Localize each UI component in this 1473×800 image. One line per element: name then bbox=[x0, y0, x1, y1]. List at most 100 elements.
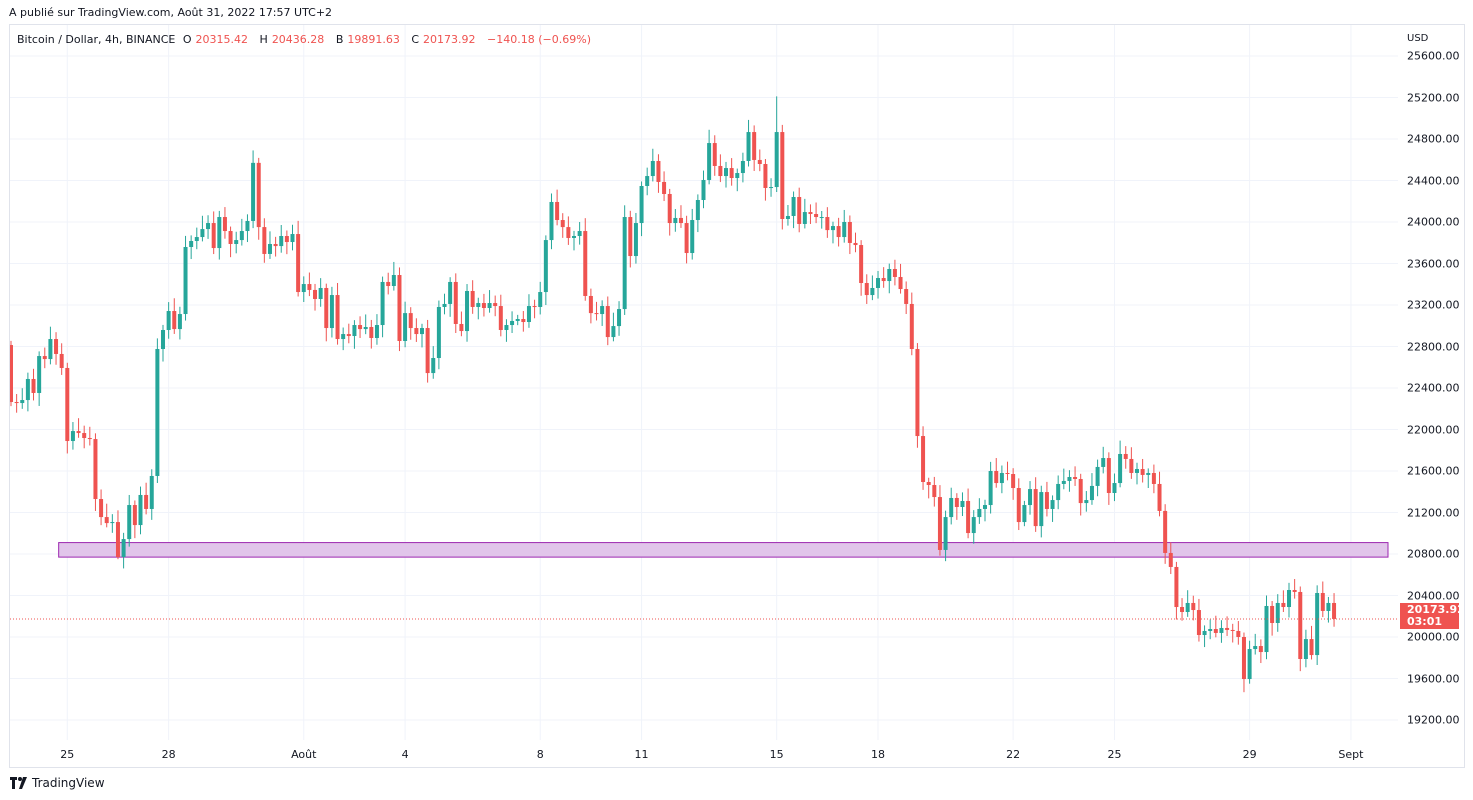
candle-down bbox=[1225, 627, 1230, 630]
price-axis[interactable]: 19200.00 19600.00 20000.00 20400.00 20800.00… bbox=[1398, 25, 1464, 740]
candle-down bbox=[921, 436, 926, 482]
candle-down bbox=[99, 499, 104, 518]
candle-down bbox=[408, 313, 413, 329]
candle-down bbox=[1236, 630, 1241, 637]
candle-down bbox=[453, 281, 458, 324]
candle-up bbox=[971, 517, 976, 534]
candle-down bbox=[493, 303, 498, 307]
candle-up bbox=[183, 247, 188, 315]
time-tick-label: 28 bbox=[161, 748, 176, 761]
candle-down bbox=[667, 193, 672, 224]
candle-up bbox=[645, 176, 650, 186]
candle-up bbox=[870, 287, 875, 296]
candle-down bbox=[1157, 483, 1162, 511]
candle-down bbox=[628, 217, 633, 257]
price-tick-label: 24000.00 bbox=[1407, 215, 1460, 229]
candle-up bbox=[1185, 602, 1190, 612]
currency-label: USD bbox=[1407, 33, 1429, 44]
candle-down bbox=[684, 223, 689, 254]
candle-up bbox=[611, 326, 616, 338]
candle-down bbox=[358, 325, 363, 330]
candle-up bbox=[988, 471, 993, 506]
low-label: B bbox=[335, 33, 344, 46]
time-axis[interactable]: 25 28 Août 4 8 11 15 18 22 25 29 Sept bbox=[10, 740, 1398, 767]
candle-up bbox=[374, 325, 379, 338]
price-tick-label: 24800.00 bbox=[1407, 132, 1460, 146]
candle-down bbox=[262, 227, 267, 254]
candle-up bbox=[301, 284, 306, 293]
candle-up bbox=[724, 168, 729, 177]
candle-up bbox=[1056, 483, 1061, 501]
candle-up bbox=[363, 326, 368, 330]
candle-down bbox=[82, 433, 87, 439]
candle-down bbox=[284, 236, 289, 243]
candle-up bbox=[1028, 489, 1033, 506]
candle-up bbox=[431, 358, 436, 374]
candle-down bbox=[1270, 605, 1275, 623]
time-tick-label: Sept bbox=[1338, 748, 1364, 761]
candle-up bbox=[318, 287, 323, 299]
high-value: 20436.28 bbox=[271, 33, 325, 46]
time-tick-label: 11 bbox=[634, 748, 649, 761]
candle-up bbox=[549, 201, 554, 241]
candle-down bbox=[1258, 646, 1263, 653]
candle-down bbox=[932, 485, 937, 498]
candle-up bbox=[510, 320, 515, 326]
published-note: A publié sur TradingView.com, Août 31, 2… bbox=[9, 6, 333, 19]
candle-down bbox=[853, 242, 858, 246]
candle-up bbox=[791, 196, 796, 216]
candle-down bbox=[1044, 492, 1049, 509]
candle-down bbox=[712, 143, 717, 166]
candle-down bbox=[718, 165, 723, 177]
candle-down bbox=[31, 378, 36, 393]
candle-up bbox=[1303, 639, 1308, 659]
candle-down bbox=[65, 367, 70, 442]
tradingview-logo[interactable]: TradingView bbox=[10, 776, 105, 790]
candle-down bbox=[926, 481, 931, 486]
candle-down bbox=[1106, 458, 1111, 493]
candle-up bbox=[999, 472, 1004, 484]
candle-up bbox=[617, 309, 622, 327]
candle-up bbox=[1089, 485, 1094, 501]
candle-down bbox=[104, 517, 109, 524]
candle-up bbox=[177, 314, 182, 330]
candle-down bbox=[397, 275, 402, 342]
time-tick-label: 22 bbox=[1006, 748, 1021, 761]
close-label: C bbox=[411, 33, 420, 46]
candle-down bbox=[498, 306, 503, 331]
candle-up bbox=[448, 281, 453, 304]
candle-down bbox=[132, 505, 137, 526]
candle-up bbox=[515, 319, 520, 321]
price-tick-label: 23600.00 bbox=[1407, 257, 1460, 270]
candle-up bbox=[245, 220, 250, 232]
change-value: −140.18 (−0.69%) bbox=[487, 33, 591, 46]
candle-up bbox=[48, 339, 53, 360]
candle-up bbox=[1208, 629, 1213, 631]
candle-up bbox=[695, 200, 700, 221]
candle-down bbox=[966, 500, 971, 534]
candle-down bbox=[256, 162, 261, 228]
candle-down bbox=[729, 168, 734, 179]
candle-up bbox=[1050, 500, 1055, 509]
symbol-legend: Bitcoin / Dollar, 4h, BINANCE O 20315.42 … bbox=[17, 33, 595, 46]
time-tick-label: 15 bbox=[769, 748, 784, 761]
candle-up bbox=[943, 517, 948, 550]
candle-up bbox=[819, 217, 824, 219]
price-tick-label: 20800.00 bbox=[1407, 547, 1460, 561]
candle-down bbox=[313, 289, 318, 299]
candle-down bbox=[222, 217, 227, 232]
candle-down bbox=[1213, 629, 1218, 633]
bar-countdown: 03:01 bbox=[1407, 615, 1443, 628]
candle-up bbox=[166, 311, 171, 331]
symbol-title[interactable]: Bitcoin / Dollar, 4h, BINANCE bbox=[17, 33, 176, 46]
candle-down bbox=[1298, 591, 1303, 659]
support-zone-rectangle[interactable] bbox=[58, 542, 1389, 558]
candle-down bbox=[1281, 602, 1286, 608]
candle-up bbox=[37, 356, 42, 393]
candle-down bbox=[10, 345, 13, 403]
candlestick-plot[interactable] bbox=[10, 25, 1398, 740]
candle-down bbox=[904, 289, 909, 304]
candle-down bbox=[1151, 472, 1156, 484]
candle-down bbox=[752, 132, 757, 160]
candle-down bbox=[172, 311, 177, 330]
